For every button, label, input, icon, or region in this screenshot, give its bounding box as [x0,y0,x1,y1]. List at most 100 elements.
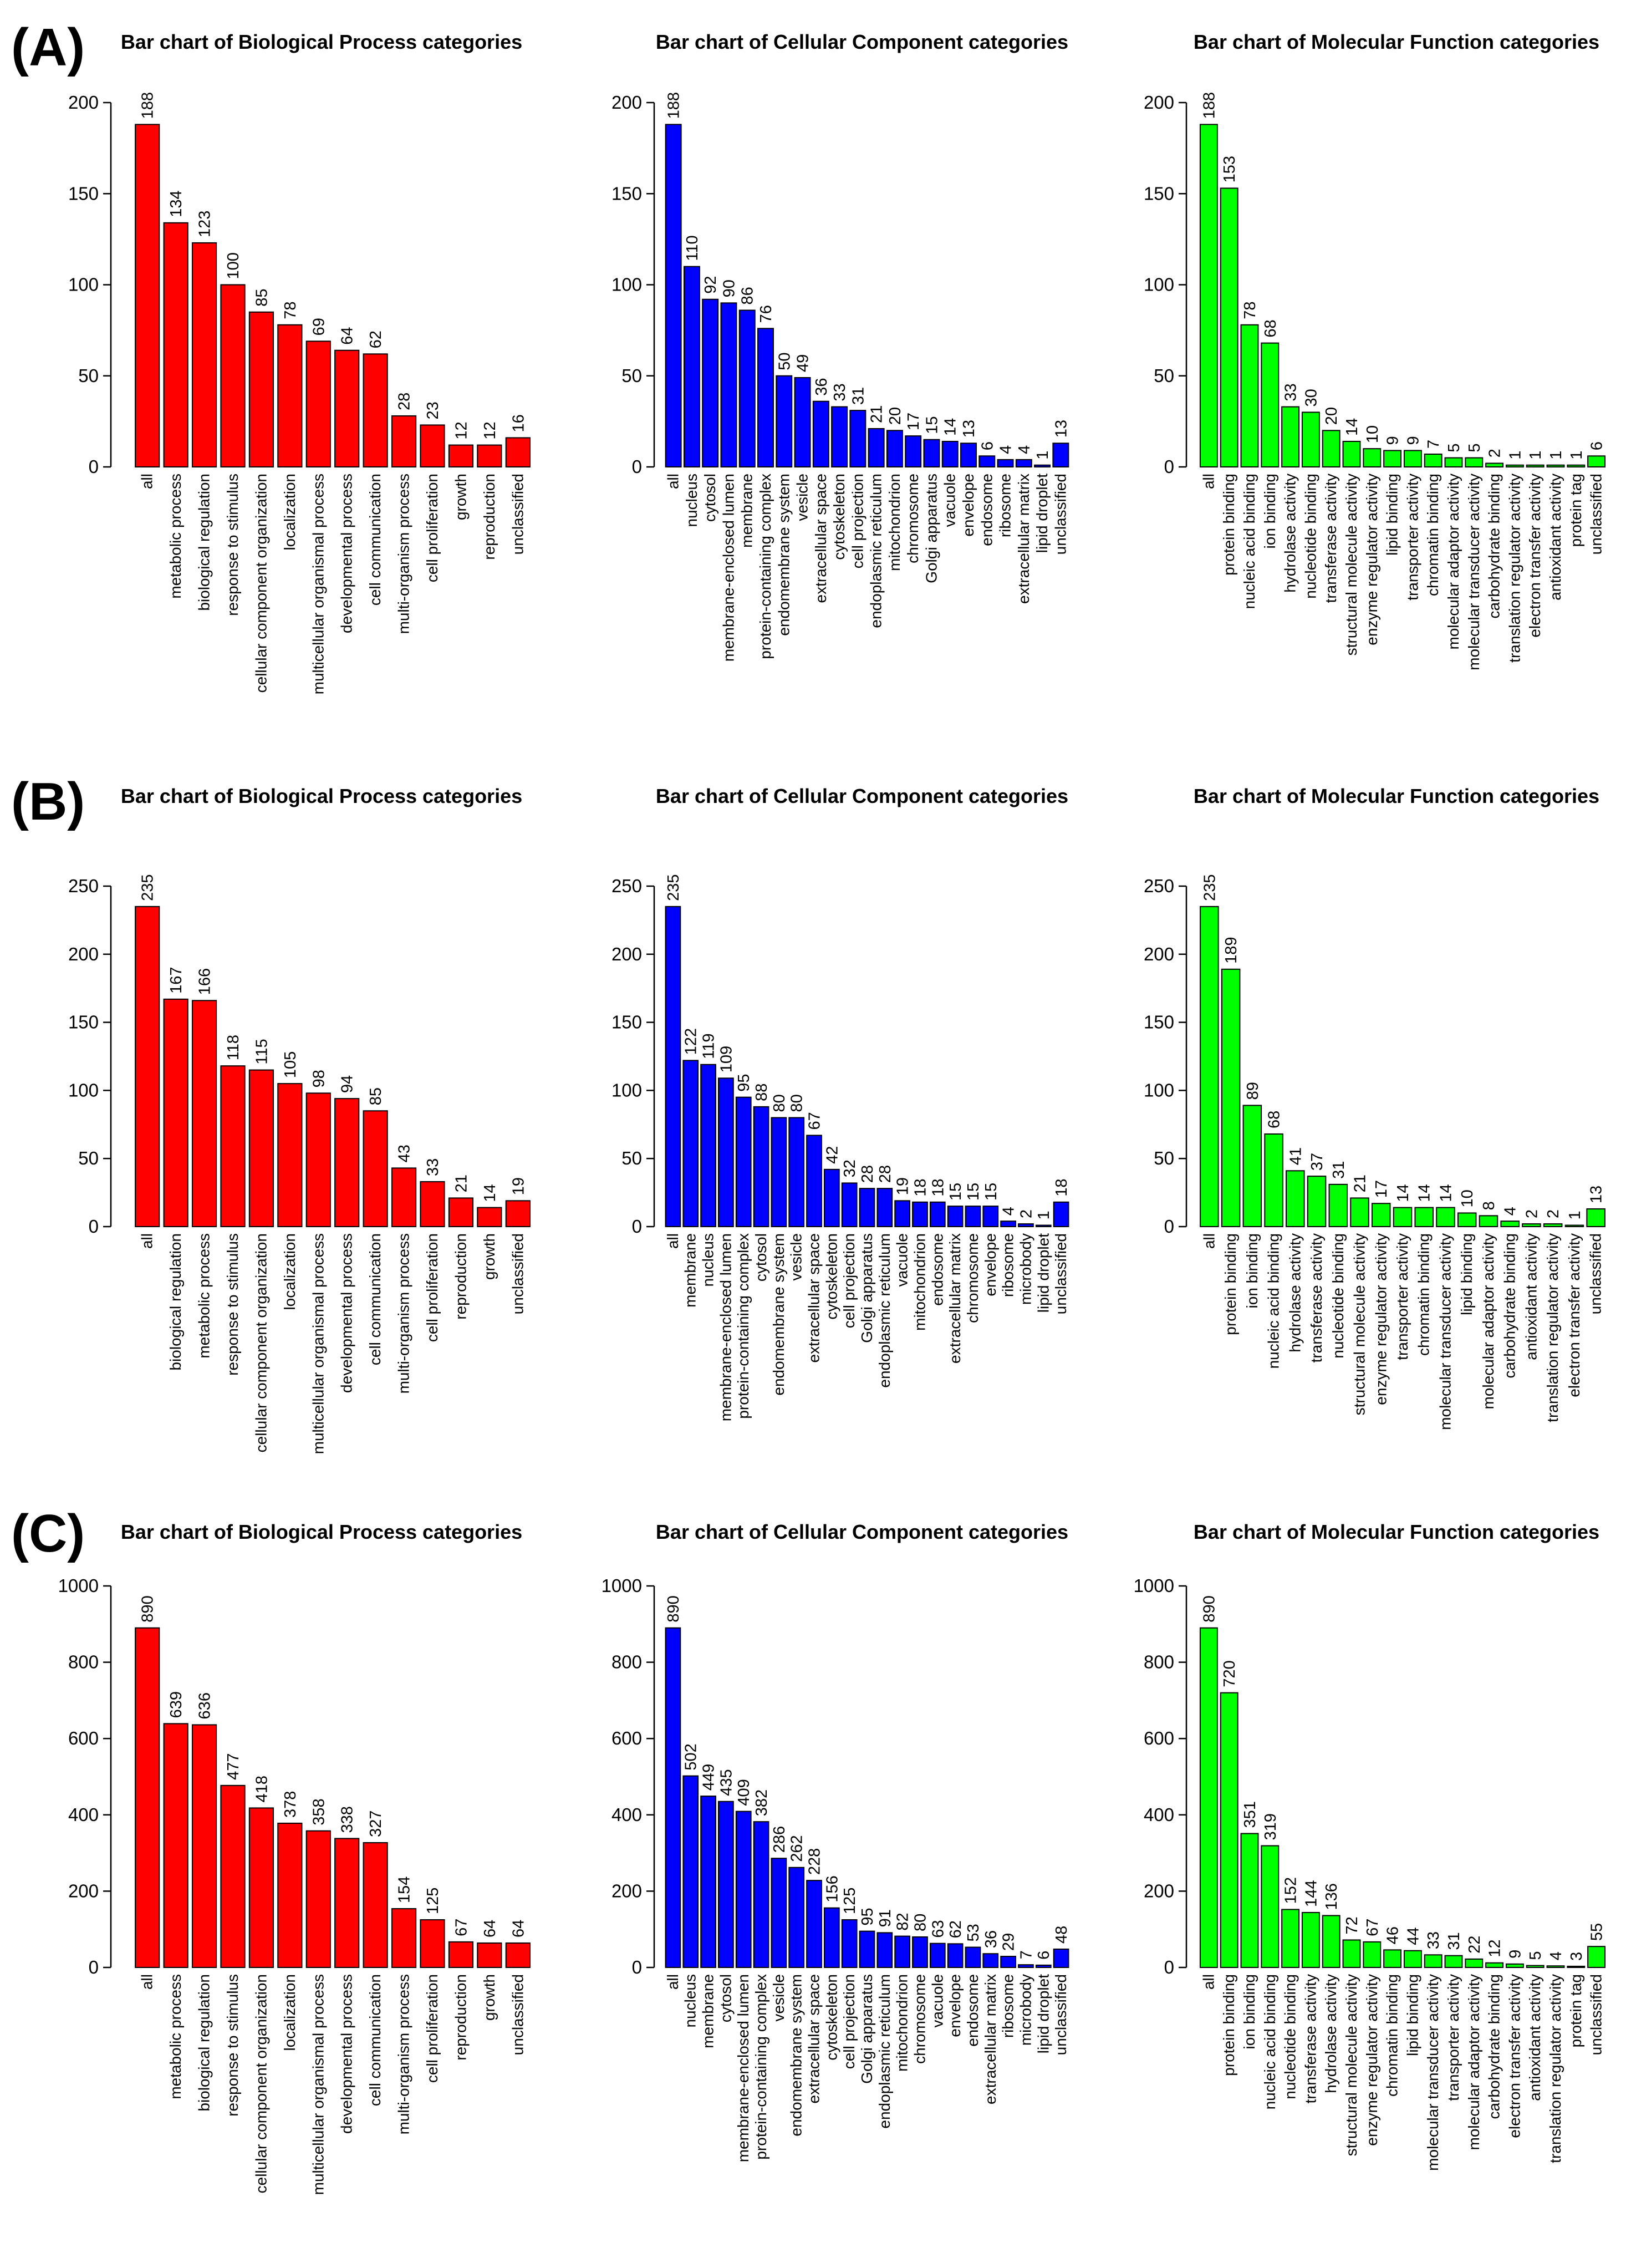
value-label-multicellular-organismal-process: 358 [310,1798,328,1825]
category-label-unclassified: unclassified [509,1233,526,1314]
value-label-growth: 12 [452,421,470,439]
bar-electron-transfer-activity [1505,1963,1524,1969]
bar-localization [277,1083,303,1227]
category-label-unclassified: unclassified [1588,474,1605,555]
bar-unclassified [1053,1948,1069,1969]
value-label-multicellular-organismal-process: 98 [310,1070,328,1087]
bar-endosome [929,1201,946,1227]
bar-microbody [1018,1223,1034,1227]
bar-nucleus [700,1064,716,1227]
value-label-envelope: 15 [982,1183,1000,1201]
value-label-transporter-activity: 31 [1445,1932,1463,1950]
value-label-molecular-adaptor-activity: 8 [1480,1201,1498,1210]
bar-extracellular-matrix [947,1206,964,1227]
category-label-reproduction: reproduction [452,1974,469,2061]
category-label-vesicle: vesicle [788,1233,805,1281]
value-label-endosome: 6 [978,441,996,450]
value-label-cell-communication: 327 [367,1811,385,1837]
category-label-transferase-activity: transferase activity [1322,474,1339,603]
bar-chromosome [912,1936,928,1968]
category-label-all: all [1200,1233,1217,1249]
category-label-biological-regulation: biological regulation [196,474,213,611]
category-label-endoplasmic-reticulum: endoplasmic reticulum [876,1233,893,1388]
value-label-molecular-adaptor-activity: 22 [1466,1936,1484,1954]
chart-c-2: Bar chart of Cellular Component categori… [602,1521,1071,2162]
category-label-endosome: endosome [978,474,995,546]
bar-nucleic-acid-binding [1264,1133,1283,1227]
category-label-microbody: microbody [1017,1233,1034,1305]
value-label-hydrolase-activity: 136 [1323,1883,1341,1910]
y-tick-label: 100 [1144,1080,1174,1100]
category-label-molecular-adaptor-activity: molecular adaptor activity [1465,1974,1482,2150]
value-label-endomembrane-system: 50 [776,352,793,370]
bar-unclassified [1587,455,1606,467]
category-label-chromatin-binding: chromatin binding [1424,474,1441,596]
chart-c-1: Bar chart of Biological Process categori… [58,1521,531,2195]
category-label-envelope: envelope [946,1974,964,2037]
category-label-unclassified: unclassified [1588,1974,1605,2055]
bar-cell-projection [841,1919,858,1968]
category-label-lipid-binding: lipid binding [1404,1974,1421,2056]
y-tick-label: 150 [611,1012,642,1033]
bar-transferase-activity [1322,430,1341,467]
y-tick-label: 800 [611,1652,642,1672]
bar-all [135,906,160,1227]
category-label-multi-organism-process: multi-organism process [395,1974,412,2134]
category-label-growth: growth [481,1233,498,1280]
category-label-metabolic-process: metabolic process [167,1974,184,2099]
bar-endosome [965,1946,981,1968]
category-label-lipid-droplet: lipid droplet [1034,1974,1052,2053]
value-label-lipid-binding: 10 [1459,1189,1476,1207]
bar-response-to-stimulus [220,1065,246,1228]
bar-all [135,1627,160,1968]
bar-vesicle [788,1117,805,1228]
bar-extracellular-space [806,1880,822,1968]
category-label-electron-transfer-activity: electron transfer activity [1566,1233,1583,1397]
bar-chromosome [905,435,922,468]
chart-title: Bar chart of Biological Process categori… [121,1521,522,1543]
category-label-golgi-apparatus: Golgi apparatus [858,1974,875,2084]
bar-ribosome [1000,1221,1016,1228]
y-tick-label: 1000 [602,1575,642,1596]
value-label-extracellular-space: 36 [813,378,830,395]
y-tick-label: 50 [621,1148,642,1168]
category-label-membrane: membrane [682,1233,699,1308]
value-label-metabolic-process: 639 [167,1691,185,1718]
category-label-membrane-enclosed-lumen: membrane-enclosed lumen [735,1974,752,2162]
category-label-nucleic-acid-binding: nucleic acid binding [1241,474,1258,609]
bar-unclassified [1053,1201,1069,1227]
category-label-mitochondrion: mitochondrion [894,1974,911,2072]
bar-translation-regulator-activity [1546,1965,1565,1969]
value-label-endomembrane-system: 262 [788,1835,806,1862]
category-label-translation-regulator-activity: translation regulator activity [1544,1233,1561,1422]
value-label-cell-projection: 31 [849,387,867,405]
bar-transferase-activity [1307,1176,1327,1227]
chart-title: Bar chart of Cellular Component categori… [656,785,1068,807]
bar-extracellular-matrix [982,1953,999,1968]
bar-carbohydrate-binding [1500,1221,1520,1228]
category-label-localization: localization [281,474,298,551]
category-label-endomembrane-system: endomembrane system [775,474,792,636]
bar-lipid-binding [1403,1950,1422,1969]
bar-response-to-stimulus [220,284,246,467]
value-label-localization: 105 [282,1051,299,1078]
y-tick-label: 50 [1154,1148,1174,1168]
category-label-molecular-adaptor-activity: molecular adaptor activity [1445,474,1462,649]
y-tick-label: 100 [611,1080,642,1100]
y-tick-label: 600 [1144,1728,1174,1748]
y-tick-label: 50 [621,365,642,386]
value-label-cytoskeleton: 42 [823,1146,841,1164]
category-label-extracellular-space: extracellular space [812,474,829,603]
bar-lipid-droplet [1034,464,1051,468]
category-label-mitochondrion: mitochondrion [886,474,903,571]
bar-growth [477,1207,502,1227]
value-label-structural-molecule-activity: 72 [1343,1916,1361,1934]
value-label-multi-organism-process: 28 [396,393,414,410]
chart-a-2: Bar chart of Cellular Component categori… [611,30,1070,662]
category-label-ion-binding: ion binding [1261,474,1278,548]
bar-cell-proliferation [420,1919,445,1968]
bar-reproduction [477,444,502,468]
category-label-protein-binding: protein binding [1220,474,1237,576]
value-label-unclassified: 55 [1588,1923,1606,1941]
bar-electron-transfer-activity [1526,464,1545,468]
